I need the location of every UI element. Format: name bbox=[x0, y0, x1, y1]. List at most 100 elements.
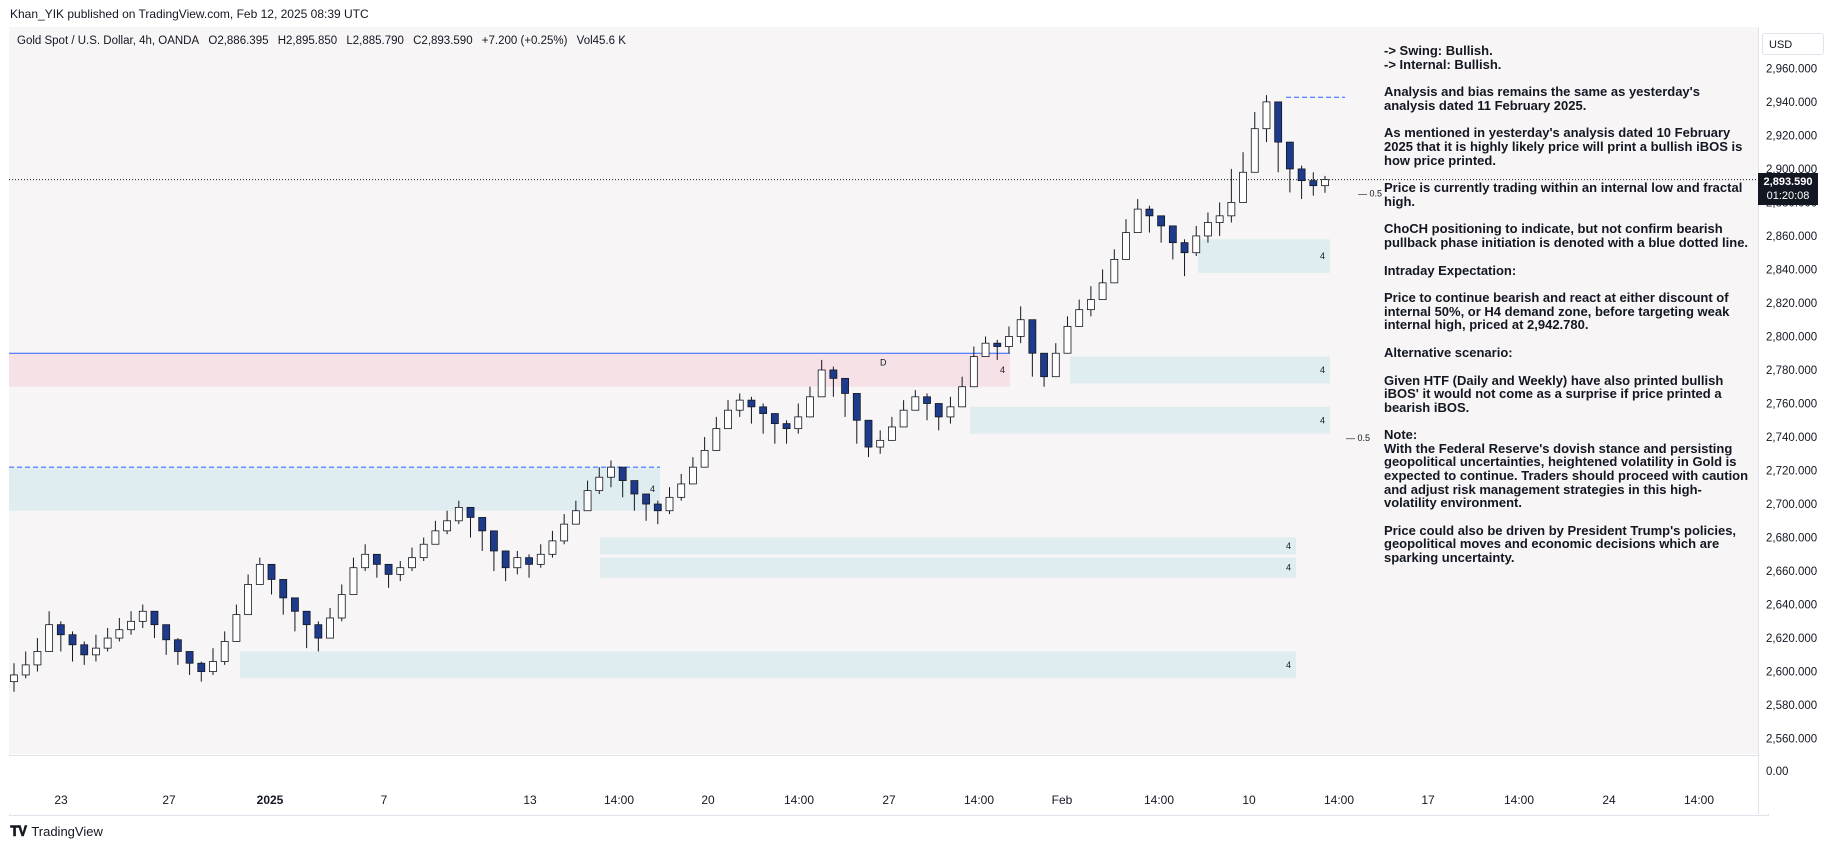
candle[interactable] bbox=[279, 579, 288, 615]
candle[interactable] bbox=[314, 621, 323, 652]
candle[interactable] bbox=[162, 624, 171, 655]
candle[interactable] bbox=[150, 610, 159, 639]
candle[interactable] bbox=[1250, 111, 1259, 173]
candle[interactable] bbox=[969, 346, 978, 388]
candle[interactable] bbox=[302, 610, 311, 649]
candle[interactable] bbox=[255, 557, 264, 585]
candle[interactable] bbox=[138, 604, 147, 629]
candle[interactable] bbox=[1005, 326, 1013, 354]
candle[interactable] bbox=[115, 617, 124, 642]
symbol-legend[interactable]: Gold Spot / U.S. Dollar, 4h, OANDA O2,88… bbox=[17, 35, 632, 47]
candle[interactable] bbox=[1051, 343, 1060, 378]
demand-zone[interactable] bbox=[240, 651, 1296, 679]
candle[interactable] bbox=[923, 393, 931, 421]
candle[interactable] bbox=[431, 520, 440, 545]
candle[interactable] bbox=[806, 386, 814, 418]
candle[interactable] bbox=[1274, 101, 1283, 173]
candle[interactable] bbox=[384, 563, 393, 588]
candle[interactable] bbox=[770, 413, 779, 444]
candle[interactable] bbox=[1075, 299, 1084, 327]
candle[interactable] bbox=[173, 638, 182, 665]
candle[interactable] bbox=[911, 390, 920, 411]
candle[interactable] bbox=[794, 403, 803, 434]
candle[interactable] bbox=[677, 473, 686, 501]
candle[interactable] bbox=[817, 359, 826, 398]
candle[interactable] bbox=[1122, 219, 1130, 260]
candle[interactable] bbox=[127, 611, 135, 635]
candle[interactable] bbox=[267, 563, 276, 595]
candle[interactable] bbox=[958, 376, 967, 408]
candle[interactable] bbox=[1157, 215, 1166, 243]
candle[interactable] bbox=[419, 537, 428, 562]
candle[interactable] bbox=[349, 557, 358, 595]
candle[interactable] bbox=[1028, 319, 1037, 377]
candle[interactable] bbox=[946, 396, 955, 424]
candle[interactable] bbox=[185, 651, 194, 675]
candle[interactable] bbox=[841, 377, 849, 417]
candle[interactable] bbox=[45, 611, 54, 652]
candle[interactable] bbox=[1145, 205, 1154, 233]
candle[interactable] bbox=[1227, 168, 1236, 223]
candle[interactable] bbox=[408, 547, 416, 572]
supply-zone[interactable] bbox=[9, 353, 1010, 387]
candle[interactable] bbox=[244, 574, 253, 616]
candle[interactable] bbox=[80, 641, 89, 665]
candle[interactable] bbox=[361, 544, 370, 572]
candle[interactable] bbox=[443, 510, 451, 535]
candle[interactable] bbox=[291, 597, 299, 632]
candle[interactable] bbox=[68, 631, 77, 662]
candle[interactable] bbox=[466, 506, 475, 538]
candle[interactable] bbox=[1063, 316, 1072, 354]
candle[interactable] bbox=[653, 500, 662, 525]
symbol-name[interactable]: Gold Spot / U.S. Dollar, 4h, OANDA bbox=[17, 35, 200, 47]
candle[interactable] bbox=[10, 663, 18, 692]
candle[interactable] bbox=[536, 544, 545, 568]
candle[interactable] bbox=[513, 550, 522, 575]
candle[interactable] bbox=[372, 553, 381, 578]
candle[interactable] bbox=[1133, 199, 1142, 233]
candle[interactable] bbox=[1192, 225, 1201, 257]
demand-zone[interactable] bbox=[600, 557, 1296, 578]
candle[interactable] bbox=[21, 651, 30, 679]
currency-button[interactable]: USD bbox=[1762, 33, 1824, 55]
candle[interactable] bbox=[1098, 269, 1107, 301]
candle[interactable] bbox=[337, 584, 346, 622]
candle[interactable] bbox=[864, 419, 873, 458]
demand-zone[interactable] bbox=[1070, 356, 1330, 384]
candle[interactable] bbox=[1297, 165, 1306, 200]
candle[interactable] bbox=[197, 661, 206, 682]
candle[interactable] bbox=[724, 400, 732, 430]
candle[interactable] bbox=[103, 628, 112, 652]
demand-zone[interactable] bbox=[1198, 239, 1330, 273]
candle[interactable] bbox=[700, 437, 709, 468]
candle[interactable] bbox=[607, 460, 615, 488]
demand-zone[interactable] bbox=[970, 406, 1330, 434]
candle[interactable] bbox=[689, 457, 697, 485]
candle[interactable] bbox=[630, 480, 639, 511]
candle[interactable] bbox=[888, 416, 896, 441]
candle[interactable] bbox=[934, 403, 943, 431]
footer-brand[interactable]: 𝐓𝐕 TradingView bbox=[10, 823, 103, 840]
candle[interactable] bbox=[618, 466, 627, 498]
candle[interactable] bbox=[712, 416, 721, 451]
candle[interactable] bbox=[33, 638, 42, 672]
candle[interactable] bbox=[981, 336, 990, 357]
candle[interactable] bbox=[782, 420, 791, 444]
candle[interactable] bbox=[1168, 225, 1177, 260]
candle[interactable] bbox=[396, 561, 405, 582]
candle[interactable] bbox=[571, 500, 580, 525]
candle[interactable] bbox=[1262, 95, 1271, 143]
candle[interactable] bbox=[220, 631, 229, 665]
candle[interactable] bbox=[501, 550, 510, 582]
time-axis[interactable] bbox=[9, 755, 1758, 814]
candle[interactable] bbox=[1204, 212, 1212, 243]
candle[interactable] bbox=[1215, 202, 1224, 236]
candle[interactable] bbox=[490, 530, 498, 572]
candle[interactable] bbox=[583, 480, 592, 512]
price-axis[interactable] bbox=[1758, 27, 1835, 814]
candle[interactable] bbox=[454, 500, 463, 525]
candle[interactable] bbox=[642, 493, 650, 521]
candle[interactable] bbox=[92, 634, 100, 662]
candle[interactable] bbox=[1321, 175, 1329, 193]
candle[interactable] bbox=[232, 604, 241, 642]
